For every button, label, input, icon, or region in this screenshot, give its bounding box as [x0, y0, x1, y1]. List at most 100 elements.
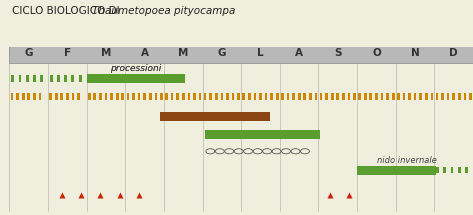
- Bar: [281, 93, 284, 100]
- Bar: [381, 93, 384, 100]
- Text: N: N: [411, 48, 420, 58]
- Bar: [436, 167, 439, 174]
- Bar: [425, 93, 428, 100]
- Bar: [248, 93, 251, 100]
- Bar: [336, 93, 339, 100]
- Bar: [22, 93, 25, 100]
- Bar: [126, 93, 129, 100]
- Bar: [87, 74, 185, 83]
- Bar: [392, 93, 394, 100]
- Bar: [110, 93, 113, 100]
- Bar: [436, 93, 438, 100]
- Bar: [441, 93, 444, 100]
- Bar: [50, 75, 53, 82]
- Bar: [71, 75, 74, 82]
- Bar: [88, 93, 90, 100]
- Bar: [10, 93, 13, 100]
- Bar: [331, 93, 333, 100]
- Bar: [71, 93, 74, 100]
- Bar: [49, 93, 52, 100]
- Bar: [149, 93, 152, 100]
- Text: Thaumetopoea pityocampa: Thaumetopoea pityocampa: [92, 6, 236, 17]
- Bar: [9, 44, 473, 63]
- Bar: [369, 93, 372, 100]
- Bar: [276, 93, 279, 100]
- Bar: [27, 93, 30, 100]
- Bar: [408, 93, 411, 100]
- Bar: [469, 93, 472, 100]
- Text: O: O: [372, 48, 381, 58]
- Text: G: G: [218, 48, 226, 58]
- Bar: [40, 75, 43, 82]
- Bar: [320, 93, 322, 100]
- Bar: [215, 93, 218, 100]
- Bar: [292, 93, 295, 100]
- Bar: [348, 93, 350, 100]
- Bar: [64, 75, 67, 82]
- Bar: [458, 167, 461, 174]
- Text: CICLO BIOLOGICO DI: CICLO BIOLOGICO DI: [12, 6, 123, 17]
- Bar: [358, 93, 361, 100]
- Bar: [414, 93, 416, 100]
- Bar: [465, 167, 468, 174]
- Bar: [199, 93, 201, 100]
- Bar: [265, 93, 268, 100]
- Bar: [105, 93, 107, 100]
- Bar: [176, 93, 179, 100]
- Bar: [138, 93, 140, 100]
- Bar: [61, 93, 63, 100]
- Bar: [220, 93, 223, 100]
- Text: S: S: [334, 48, 342, 58]
- Bar: [303, 93, 306, 100]
- Bar: [165, 93, 168, 100]
- Bar: [271, 93, 273, 100]
- Text: M: M: [178, 48, 188, 58]
- Bar: [447, 93, 449, 100]
- Bar: [464, 93, 466, 100]
- Text: A: A: [140, 48, 149, 58]
- Bar: [160, 93, 163, 100]
- Bar: [193, 93, 196, 100]
- Bar: [160, 112, 270, 121]
- Bar: [259, 93, 262, 100]
- Bar: [55, 93, 58, 100]
- Bar: [242, 93, 245, 100]
- Bar: [122, 93, 124, 100]
- Bar: [309, 93, 312, 100]
- Bar: [375, 93, 378, 100]
- Bar: [57, 75, 60, 82]
- Bar: [143, 93, 146, 100]
- Bar: [342, 93, 345, 100]
- Bar: [353, 93, 356, 100]
- Bar: [18, 75, 21, 82]
- Bar: [458, 93, 461, 100]
- Text: A: A: [295, 48, 303, 58]
- Bar: [94, 93, 96, 100]
- Text: F: F: [64, 48, 71, 58]
- Text: L: L: [257, 48, 264, 58]
- Text: processioni: processioni: [110, 64, 161, 73]
- Bar: [430, 93, 433, 100]
- Text: D: D: [449, 48, 458, 58]
- Bar: [444, 167, 447, 174]
- Bar: [99, 93, 102, 100]
- Bar: [451, 167, 454, 174]
- Text: processioni: processioni: [110, 64, 161, 73]
- Bar: [182, 93, 184, 100]
- Bar: [26, 75, 28, 82]
- Bar: [66, 93, 69, 100]
- Bar: [357, 166, 436, 175]
- Bar: [79, 75, 81, 82]
- Bar: [226, 93, 229, 100]
- Bar: [419, 93, 422, 100]
- Bar: [287, 93, 289, 100]
- Bar: [237, 93, 240, 100]
- Bar: [171, 93, 174, 100]
- Bar: [364, 93, 367, 100]
- Bar: [204, 93, 207, 100]
- Bar: [132, 93, 135, 100]
- Bar: [397, 93, 400, 100]
- Bar: [254, 93, 256, 100]
- Bar: [39, 93, 41, 100]
- Bar: [403, 93, 405, 100]
